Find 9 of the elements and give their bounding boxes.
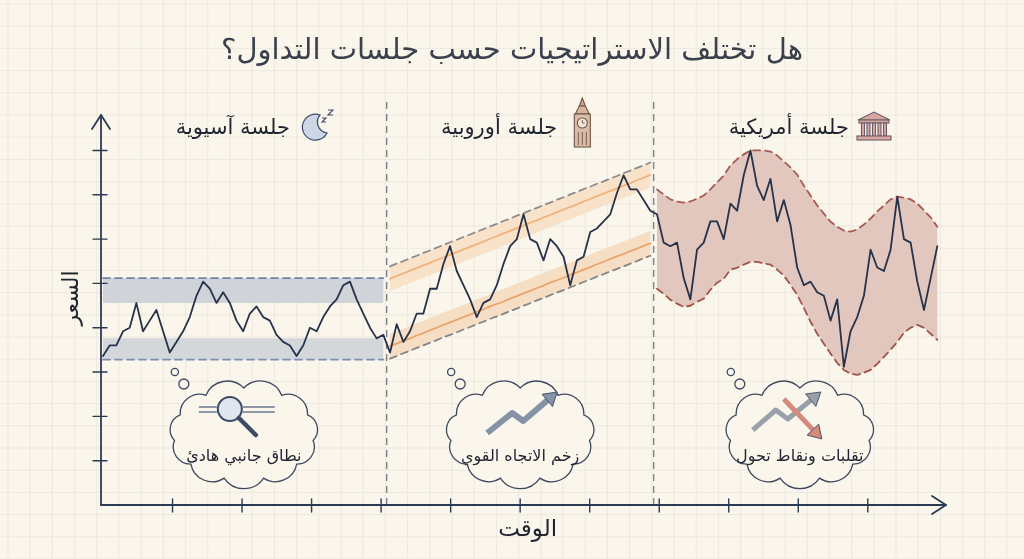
annotation: تقلبات ونقاط تحول [736, 445, 864, 466]
text: جلسة أمريكية [728, 113, 849, 139]
annotation: نطاق جانبي هادئ [186, 445, 302, 466]
chart-title: هل تختلف الاستراتيجيات حسب جلسات التداول؟ [221, 32, 803, 66]
x-axis-title: الوقت [498, 515, 558, 542]
annotation: زخم الاتجاه القوي [461, 445, 580, 466]
text: جلسة آسيوية [175, 114, 290, 139]
y-axis-title: السعر [57, 270, 83, 327]
text: جلسة أوروبية [441, 113, 558, 139]
